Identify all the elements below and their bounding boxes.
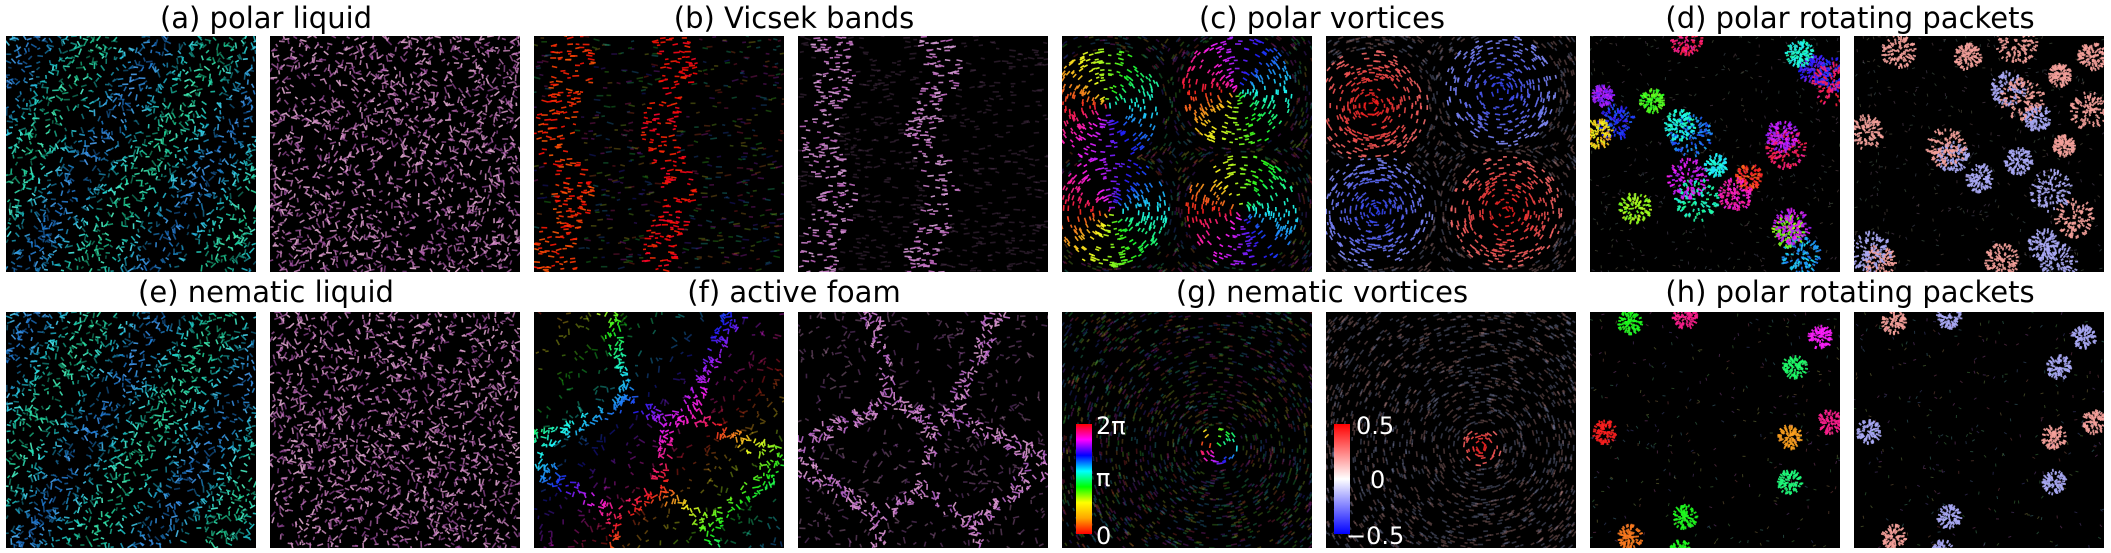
vorticity-colorbar-mid-label: 0 (1370, 468, 1385, 492)
panel-title-d: (d) polar rotating packets (1589, 2, 2111, 34)
vicsek-bands-orientation-image (534, 36, 784, 272)
panel-title-c: (c) polar vortices (1061, 2, 1583, 34)
panel-title-e: (e) nematic liquid (5, 276, 527, 308)
vorticity-colorbar-icon (1334, 424, 1350, 534)
nematic-liquid-orientation-image (6, 312, 256, 548)
panel-title-a: (a) polar liquid (5, 2, 527, 34)
nematic-vortices-orientation-image (1062, 312, 1312, 548)
panel-title-g: (g) nematic vortices (1061, 276, 1583, 308)
polar-liquid-vorticity-image (270, 36, 520, 272)
polar-packets-orientation-image (1590, 36, 1840, 272)
polar-packets-sparse-vorticity-image (1854, 312, 2104, 548)
vicsek-bands-vorticity-image (798, 36, 1048, 272)
nematic-liquid-vorticity-image (270, 312, 520, 548)
phase-colorbar-mid-label: π (1096, 466, 1110, 490)
polar-vortices-orientation-image (1062, 36, 1312, 272)
vorticity-colorbar-top-label: 0.5 (1356, 414, 1394, 438)
panel-title-h: (h) polar rotating packets (1589, 276, 2111, 308)
phase-colorbar-icon (1076, 424, 1092, 534)
polar-vortices-vorticity-image (1326, 36, 1576, 272)
polar-packets-vorticity-image (1854, 36, 2104, 272)
vorticity-colorbar-bottom-label: −0.5 (1346, 524, 1404, 548)
nematic-vortices-vorticity-image (1326, 312, 1576, 548)
phase-colorbar-top-label: 2π (1096, 414, 1126, 438)
active-foam-orientation-image (534, 312, 784, 548)
active-foam-vorticity-image (798, 312, 1048, 548)
polar-packets-sparse-orientation-image (1590, 312, 1840, 548)
panel-title-b: (b) Vicsek bands (533, 2, 1055, 34)
polar-liquid-orientation-image (6, 36, 256, 272)
panel-title-f: (f) active foam (533, 276, 1055, 308)
phase-colorbar-bottom-label: 0 (1096, 524, 1111, 548)
